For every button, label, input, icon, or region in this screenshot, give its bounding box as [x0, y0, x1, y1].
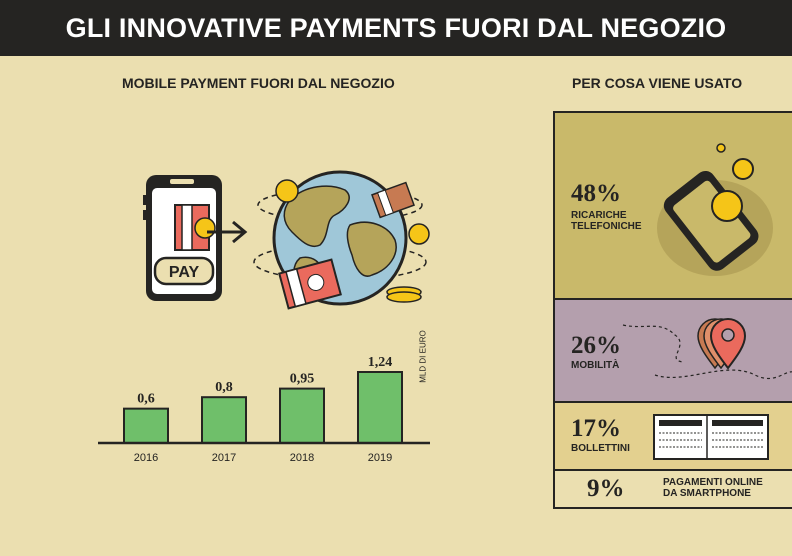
usage-percent: 26% [571, 332, 621, 359]
x-tick-label: 2018 [290, 452, 314, 464]
data-label: 0,8 [215, 380, 233, 395]
unit-label: MLD DI EURO [418, 330, 428, 383]
bar [279, 387, 325, 444]
usage-label: PAGAMENTI ONLINE [663, 477, 763, 488]
usage-label: RICARICHE [571, 210, 627, 221]
bar [357, 371, 403, 444]
data-label: 0,6 [137, 392, 155, 407]
left-section-title: MOBILE PAYMENT FUORI DAL NEGOZIO [122, 75, 395, 91]
x-tick-label: 2016 [134, 452, 158, 464]
x-tick-label: 2017 [212, 452, 236, 464]
usage-label: DA SMARTPHONE [663, 488, 751, 499]
usage-label: TELEFONICHE [571, 221, 642, 232]
bar [123, 407, 169, 445]
usage-panel-bollettini: 17% BOLLETTINI [553, 401, 792, 471]
usage-label: BOLLETTINI [571, 443, 630, 454]
pay-label: PAY [169, 264, 200, 281]
map-pin-icon [622, 318, 792, 380]
x-tick-label: 2019 [368, 452, 392, 464]
usage-percent: 9% [587, 475, 625, 502]
payment-slip-icon [653, 414, 769, 460]
usage-panel-pagamenti-online: 9% PAGAMENTI ONLINE DA SMARTPHONE [553, 469, 792, 509]
globe-icon [253, 170, 430, 310]
usage-percent: 17% [571, 415, 621, 442]
arrow-right-icon [207, 220, 248, 244]
page-title: GLI INNOVATIVE PAYMENTS FUORI DAL NEGOZI… [0, 0, 792, 56]
usage-panel-ricariche: 48% RICARICHE TELEFONICHE [553, 111, 792, 300]
data-label: 0,95 [290, 372, 315, 387]
usage-percent: 48% [571, 180, 621, 207]
data-label: 1,24 [368, 355, 393, 370]
usage-label: MOBILITÀ [571, 360, 620, 371]
usage-panel-mobilita: 26% MOBILITÀ [553, 298, 792, 403]
phone-icon: PAY [143, 175, 222, 301]
right-section-title: PER COSA VIENE USATO [572, 75, 743, 91]
bar [201, 396, 247, 444]
phone-coins-icon [657, 143, 773, 276]
